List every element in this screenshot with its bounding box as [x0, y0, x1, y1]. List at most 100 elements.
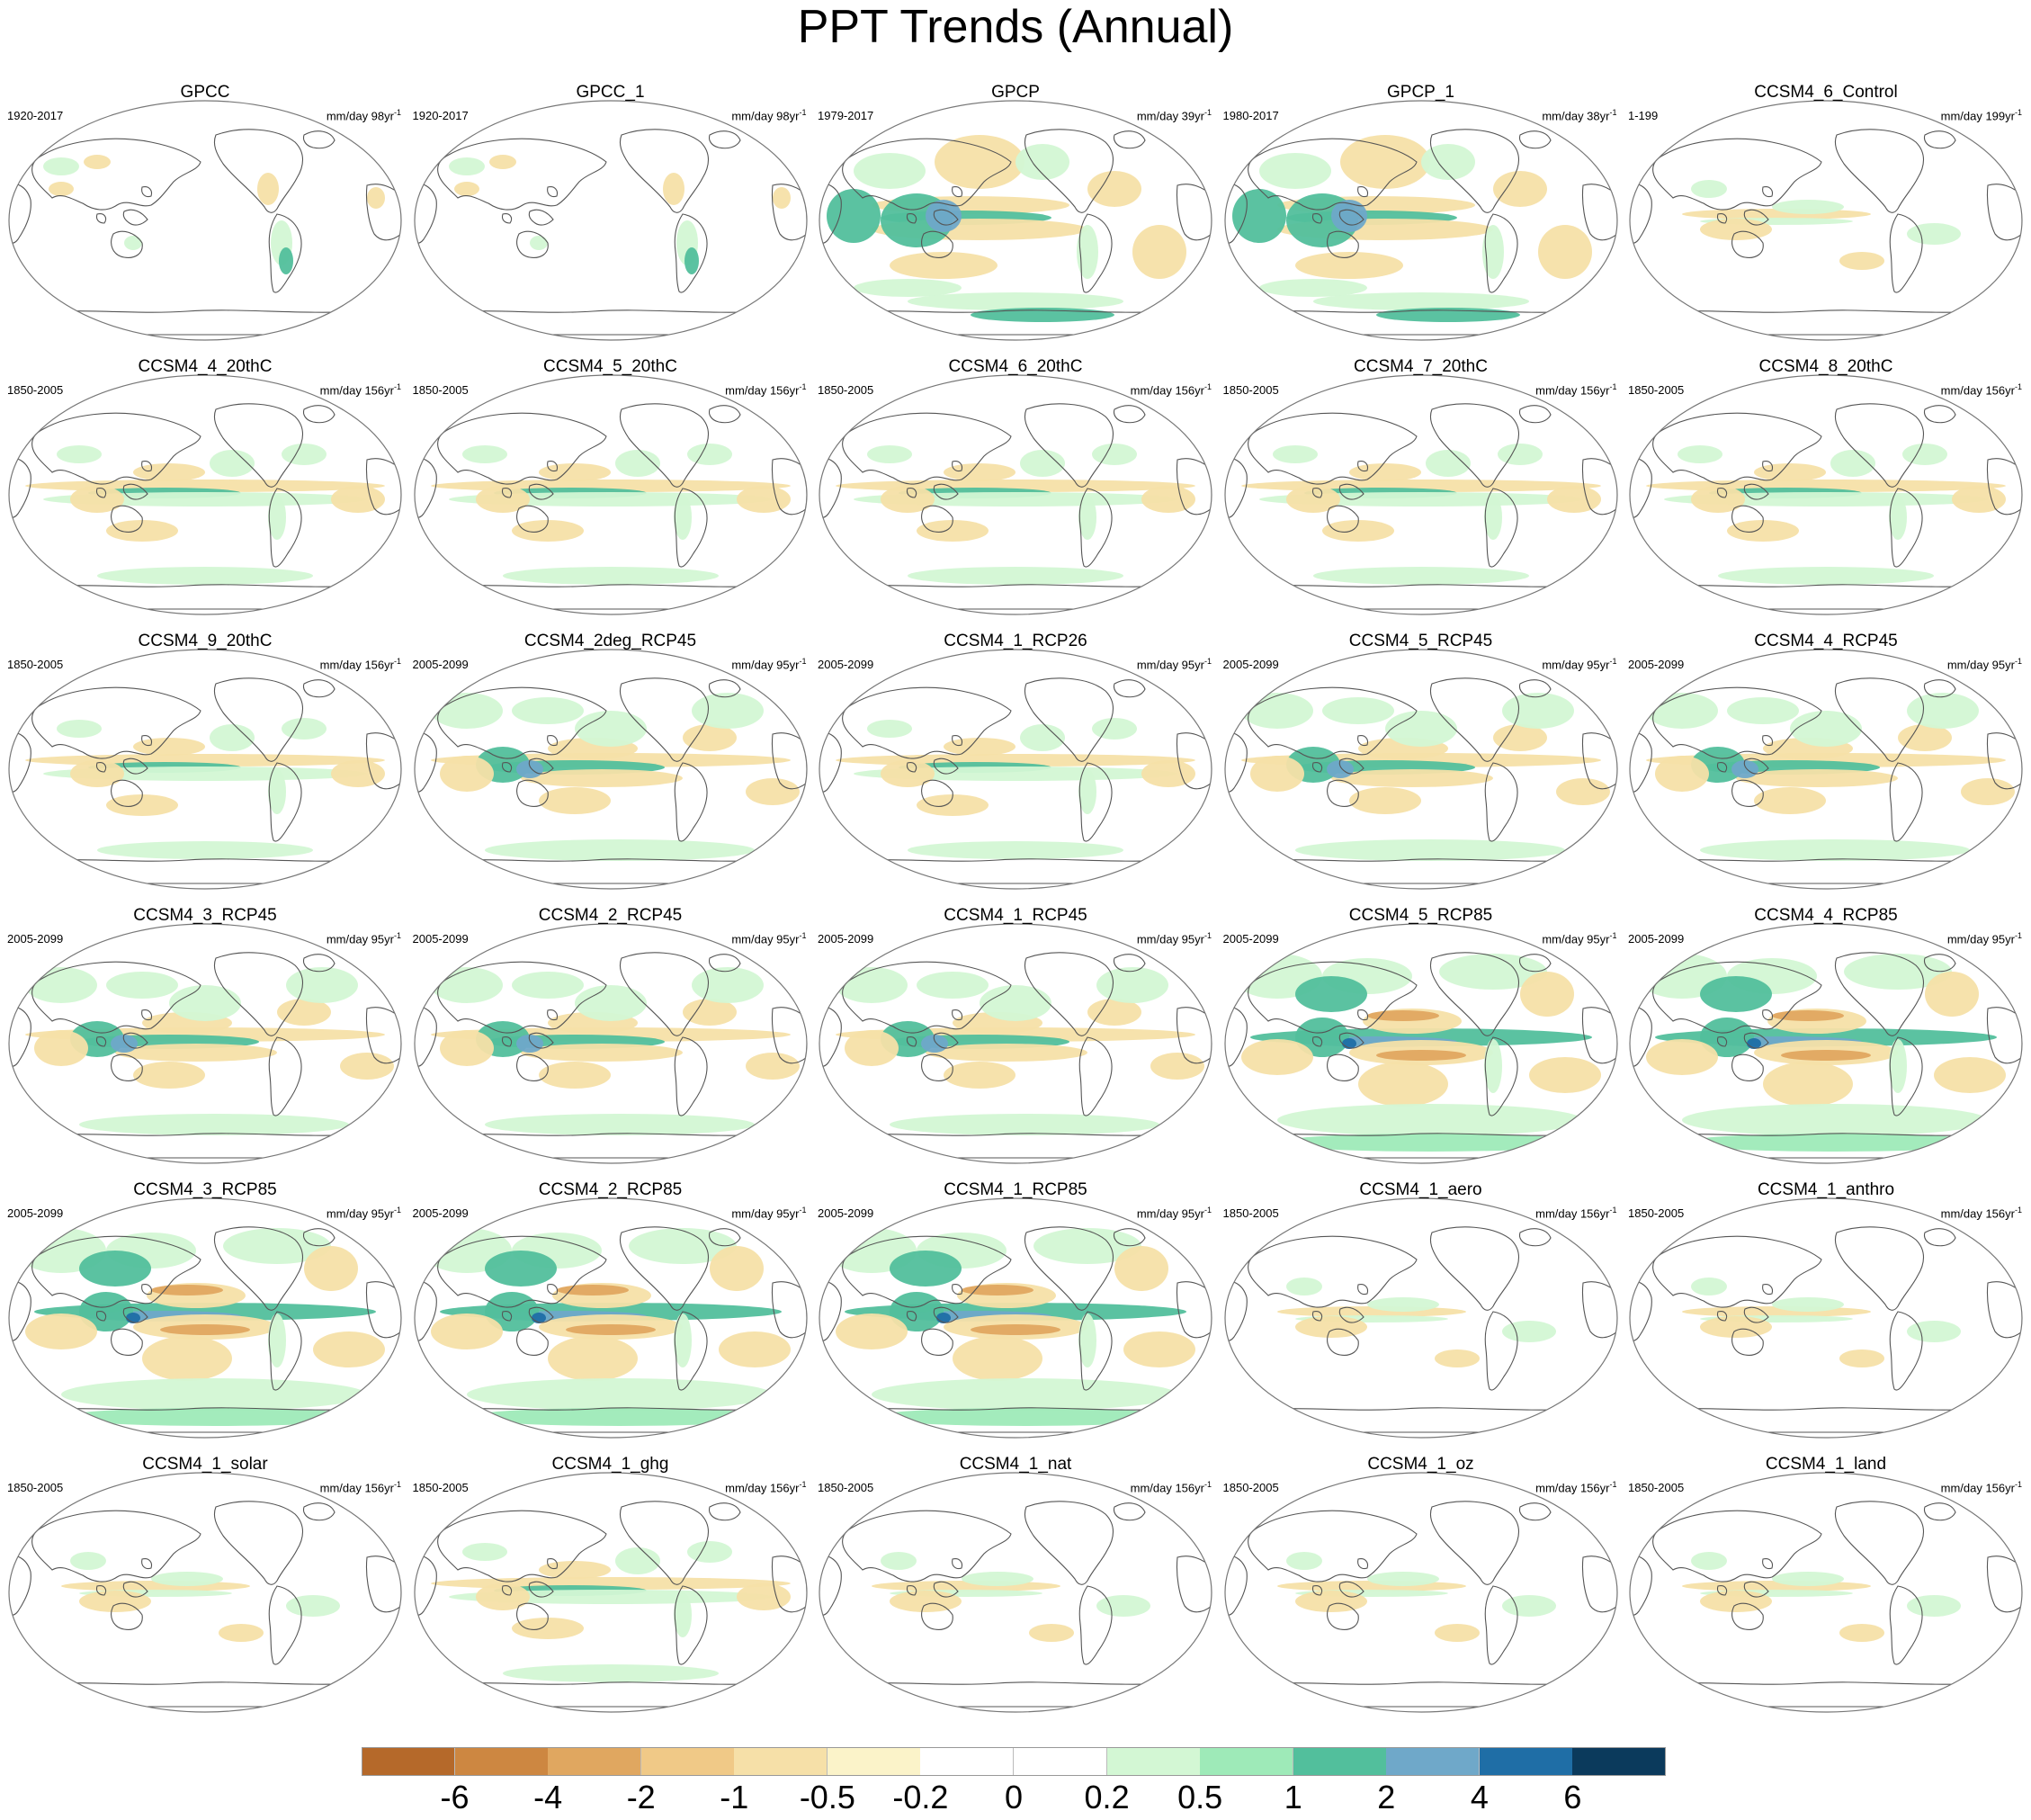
panel-units: mm/day 156yr-1	[1941, 1478, 2022, 1494]
trend-region	[475, 1583, 530, 1610]
colorbar-segment	[1200, 1747, 1294, 1776]
trend-region	[881, 1552, 917, 1570]
globe-outline	[413, 923, 808, 1164]
coastline	[906, 1585, 917, 1596]
coastline	[9, 183, 31, 244]
coastline	[921, 1602, 953, 1630]
coastline	[952, 735, 963, 747]
globe-outline	[1629, 100, 2023, 341]
coastline	[674, 1585, 708, 1665]
panel-units-exponent: -1	[1609, 931, 1617, 940]
globe-outline	[1223, 1197, 1618, 1439]
coastline	[1834, 677, 1925, 762]
panel-units-text: mm/day 156yr	[319, 1481, 394, 1495]
coastline	[842, 1235, 1012, 1308]
coastline	[1581, 1007, 1617, 1064]
panel-units: mm/day 95yr-1	[327, 1204, 401, 1220]
coastline	[921, 230, 953, 258]
coastline	[1326, 779, 1359, 807]
trend-region	[1727, 697, 1799, 724]
coastline	[95, 488, 107, 498]
coastline	[921, 505, 953, 533]
coastline	[1923, 1228, 1956, 1247]
panel-years: 1850-2005	[7, 1481, 64, 1494]
coastline	[414, 731, 437, 793]
coastline	[414, 1006, 437, 1067]
panel-title: CCSM4_4_RCP45	[1754, 632, 1898, 650]
coastline	[268, 1585, 302, 1665]
coastline	[1716, 213, 1728, 224]
coastline	[1518, 679, 1552, 698]
coastline	[933, 209, 959, 226]
panel-units: mm/day 95yr-1	[1542, 929, 1616, 946]
colorbar-segment	[1479, 1747, 1573, 1776]
colorbar-tick-label: 0	[1004, 1779, 1024, 1816]
trend-region	[1285, 1278, 1322, 1296]
globe-outline	[819, 100, 1212, 341]
trend-region	[277, 999, 331, 1026]
coastline	[122, 209, 148, 226]
panel-units-exponent: -1	[799, 1480, 807, 1489]
map-panel: CCSM4_1_land 1850-2005 mm/day 156yr-1	[1628, 1455, 2031, 1729]
coastline	[95, 1585, 107, 1596]
panel-title: CCSM4_4_RCP85	[1754, 906, 1898, 925]
trend-region	[133, 1062, 205, 1089]
trend-region	[1294, 252, 1403, 279]
coastline	[1518, 1228, 1552, 1247]
trend-region	[1907, 1321, 1961, 1342]
map-projection	[1223, 100, 1618, 341]
trend-region	[944, 1062, 1016, 1089]
coastline	[1326, 505, 1359, 533]
map-panel: CCSM4_2_RCP45 2005-2099 mm/day 95yr-1	[413, 906, 818, 1180]
map-panel: CCSM4_1_RCP45 2005-2099 mm/day 95yr-1	[818, 906, 1222, 1180]
coastline	[1652, 138, 1822, 211]
map-panel: CCSM4_3_RCP85 2005-2099 mm/day 95yr-1	[7, 1180, 412, 1455]
trend-region	[124, 236, 142, 250]
trend-region	[854, 767, 1177, 781]
coastline	[1356, 186, 1368, 198]
trend-region	[1898, 724, 1952, 751]
map-panel: CCSM4_1_oz 1850-2005 mm/day 156yr-1	[1223, 1455, 1628, 1729]
trend-region	[872, 1378, 1177, 1411]
coastline	[528, 1306, 554, 1323]
map-projection	[1629, 1197, 2023, 1439]
trend-region	[827, 189, 881, 243]
coastline	[31, 1510, 201, 1582]
coastline	[819, 1280, 842, 1341]
figure-title: PPT Trends (Annual)	[797, 1, 1234, 53]
coastline	[1762, 1284, 1774, 1296]
coastline	[952, 186, 963, 198]
coastline	[1716, 1311, 1728, 1322]
panel-units: mm/day 95yr-1	[1947, 655, 2022, 671]
trend-region	[1294, 976, 1367, 1012]
map-projection	[1223, 923, 1618, 1164]
colorbar-tick-label: -0.5	[799, 1779, 855, 1816]
trend-region	[466, 1378, 773, 1411]
coastline	[1113, 1228, 1146, 1247]
trend-region	[1020, 450, 1065, 477]
panel-units: mm/day 95yr-1	[1542, 655, 1616, 671]
trend-region	[745, 1053, 800, 1080]
coastline	[515, 1053, 549, 1081]
panel-units-exponent: -1	[1203, 1480, 1212, 1489]
map-projection	[8, 1472, 402, 1713]
trend-region	[1731, 760, 1758, 778]
map-projection	[1223, 1197, 1618, 1439]
coastline	[1176, 1007, 1212, 1064]
trend-region	[736, 486, 791, 513]
trend-region	[1763, 1062, 1853, 1107]
globe-outline	[8, 374, 402, 615]
coastline	[771, 1281, 807, 1339]
coastline	[952, 1284, 963, 1296]
coastline	[436, 138, 607, 211]
map-projection	[413, 374, 808, 615]
coastline	[842, 412, 1012, 485]
panel-units-text: mm/day 156yr	[1940, 1206, 2015, 1221]
coastline	[1484, 1311, 1518, 1391]
trend-region	[908, 292, 1123, 310]
coastline	[1176, 1556, 1212, 1613]
coastline	[414, 183, 437, 244]
panel-units-text: mm/day 95yr	[731, 932, 800, 946]
trend-region	[25, 1313, 97, 1349]
trend-region	[1691, 486, 1745, 513]
